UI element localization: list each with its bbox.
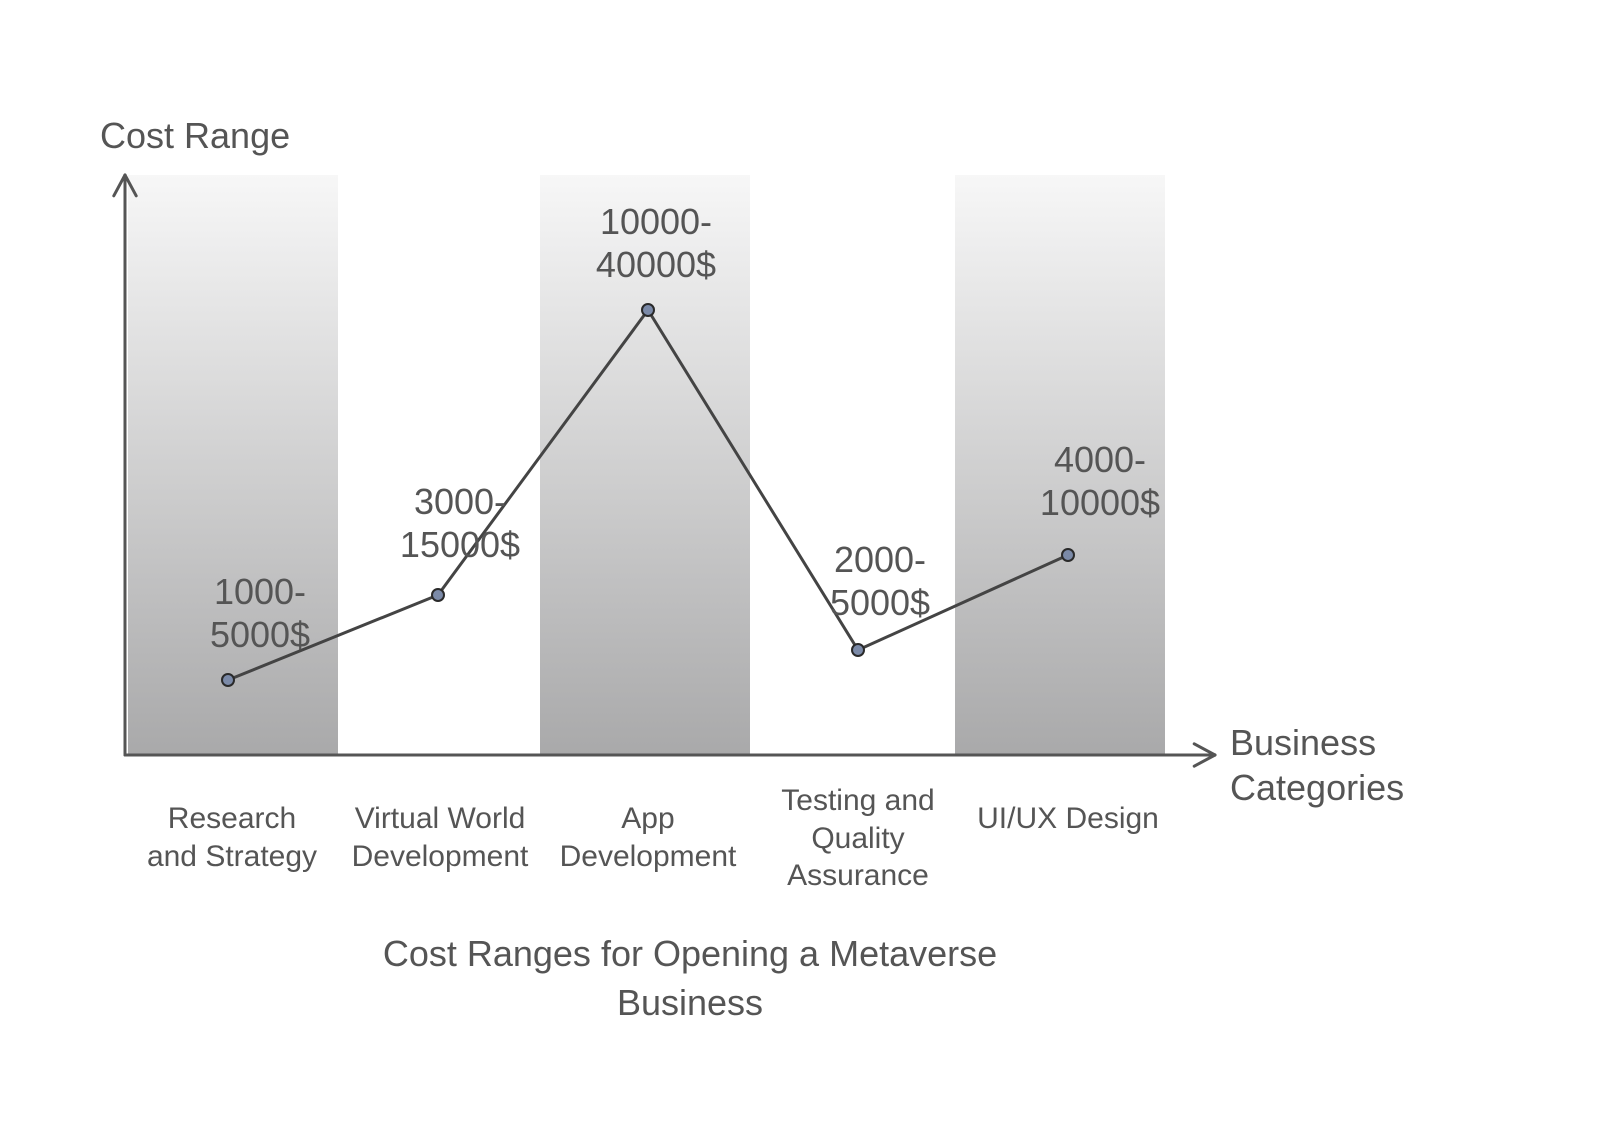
data-point-4 <box>1062 549 1074 561</box>
data-point-2 <box>642 304 654 316</box>
category-label-0: Research and Strategy <box>127 800 337 875</box>
category-label-1: Virtual World Development <box>335 800 545 875</box>
x-axis-title-line1: Business <box>1230 722 1376 763</box>
chart-title: Cost Ranges for Opening a Metaverse Busi… <box>340 930 1040 1027</box>
value-label-1: 3000- 15000$ <box>360 480 560 566</box>
category-label-3: Testing and Quality Assurance <box>753 782 963 895</box>
value-label-2: 10000- 40000$ <box>556 200 756 286</box>
x-axis-title-line2: Categories <box>1230 767 1404 808</box>
chart-stage: Cost Range Business Categories Research … <box>0 0 1600 1123</box>
value-label-4: 4000- 10000$ <box>1000 438 1200 524</box>
data-point-3 <box>852 644 864 656</box>
value-label-0: 1000- 5000$ <box>160 570 360 656</box>
data-point-1 <box>432 589 444 601</box>
x-axis-title: Business Categories <box>1230 720 1404 810</box>
category-label-4: UI/UX Design <box>963 800 1173 838</box>
data-point-0 <box>222 674 234 686</box>
category-label-2: App Development <box>543 800 753 875</box>
chart-title-line2: Business <box>617 982 763 1023</box>
value-label-3: 2000- 5000$ <box>780 538 980 624</box>
background-bar-0 <box>128 175 338 755</box>
chart-title-line1: Cost Ranges for Opening a Metaverse <box>383 933 997 974</box>
